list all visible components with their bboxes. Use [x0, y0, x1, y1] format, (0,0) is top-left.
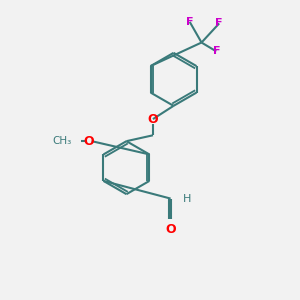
Text: O: O: [148, 112, 158, 126]
Text: O: O: [83, 135, 94, 148]
Text: O: O: [165, 223, 176, 236]
Text: CH₃: CH₃: [53, 136, 72, 146]
Text: F: F: [215, 18, 223, 28]
Text: H: H: [182, 194, 191, 204]
Text: F: F: [212, 46, 220, 56]
Text: F: F: [186, 17, 194, 27]
